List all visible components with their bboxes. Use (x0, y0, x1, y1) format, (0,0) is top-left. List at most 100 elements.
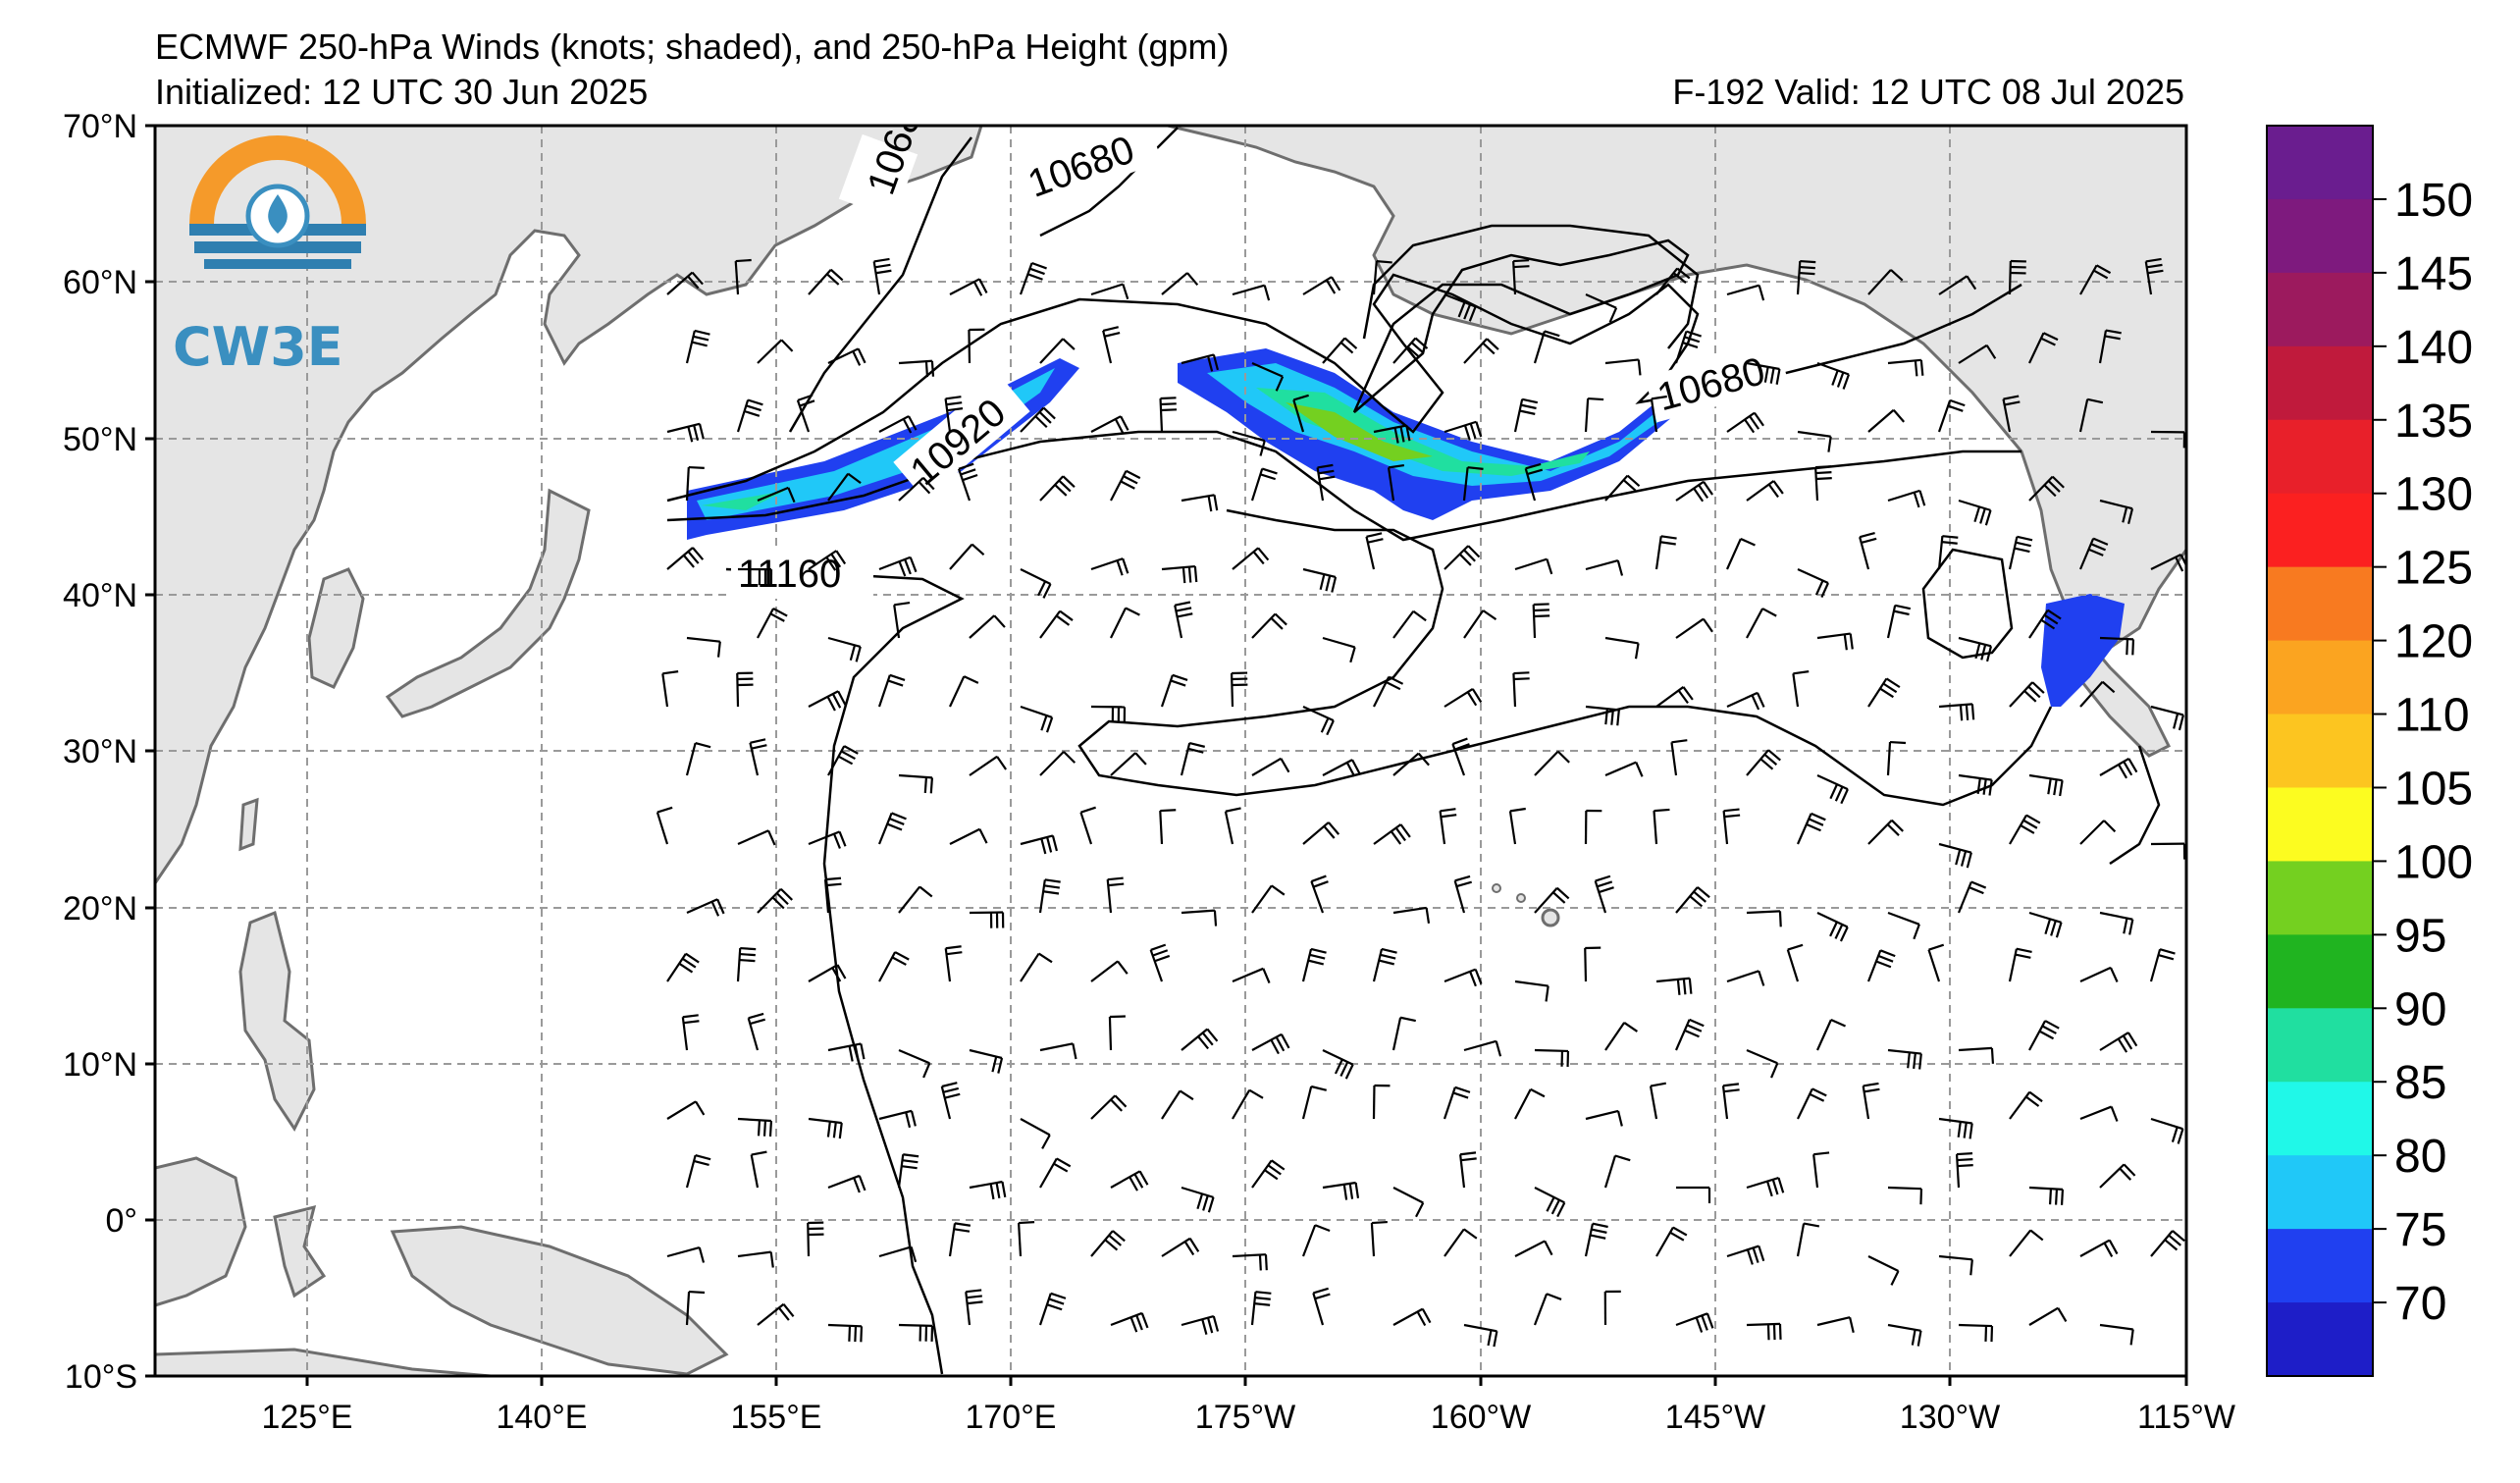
lat-label: 20°N (63, 890, 137, 927)
lat-label: 40°N (63, 577, 137, 614)
wind-barb (2078, 537, 2109, 570)
wind-barb (1322, 636, 1356, 663)
wind-barb (685, 1290, 706, 1326)
colorbar-label: 120 (2394, 616, 2473, 668)
wind-barb (965, 1289, 983, 1326)
wind-barb (737, 829, 776, 846)
wind-barb (1316, 463, 1336, 502)
wind-barb (757, 608, 788, 639)
wind-barb (1746, 608, 1777, 639)
wind-barb (2028, 609, 2062, 639)
wind-barb (1958, 1323, 1994, 1343)
wind-barb (1650, 395, 1667, 433)
wind-barb (757, 486, 796, 503)
wind-barb (2028, 911, 2063, 938)
wind-barb (1387, 463, 1405, 502)
wind-barb (1746, 1322, 1782, 1341)
wind-barb (1812, 1151, 1830, 1189)
wind-barb (957, 462, 978, 502)
wind-barb (944, 945, 963, 982)
wind-barb (2008, 535, 2033, 570)
wind-barb (1674, 1018, 1705, 1051)
wind-barb (1232, 284, 1271, 301)
wind-barb (1675, 1186, 1711, 1204)
wind-barb (827, 636, 862, 662)
wind-barb (685, 329, 710, 364)
korea-land (307, 567, 365, 689)
colorbar: 150 145 140 135 130 125 120 110 105 100 95 90 85 80 75… (2266, 125, 2473, 1377)
wind-barb (1039, 338, 1076, 364)
wind-barb (1585, 705, 1620, 726)
wind-barb (1887, 489, 1926, 508)
wind-barb (1796, 259, 1816, 295)
wind-barb (1392, 906, 1431, 924)
wind-barb (1937, 535, 1959, 570)
colorbar-label: 80 (2394, 1131, 2446, 1183)
wind-barb (1797, 1087, 1827, 1120)
wind-barb (2079, 264, 2112, 295)
wind-barb (1110, 1311, 1149, 1333)
colorbar-label: 110 (2394, 690, 2470, 742)
wind-barb (1816, 773, 1849, 805)
wind-barb (944, 396, 964, 433)
colorbar-label: 130 (2394, 469, 2473, 521)
wind-barb (1301, 1224, 1331, 1257)
wind-barb (1584, 809, 1602, 845)
contour-coast (1921, 548, 2014, 660)
wind-barb (827, 1323, 864, 1343)
wind-barb (1867, 269, 1904, 295)
wind-barb (1106, 876, 1125, 914)
wind-barb (1322, 1049, 1354, 1080)
wind-barb (666, 547, 705, 570)
wind-barb (1181, 1315, 1220, 1335)
wind-barb (1302, 821, 1340, 845)
new-guinea-land (390, 1225, 729, 1376)
wind-barb (1585, 1109, 1623, 1127)
colorbar-label: 135 (2394, 396, 2473, 448)
wind-barb (666, 271, 704, 295)
wind-barb (1514, 1087, 1546, 1120)
wind-barb (968, 328, 985, 364)
wind-barb (1391, 1016, 1416, 1051)
wind-barb (949, 827, 988, 845)
wind-barb (1251, 884, 1286, 914)
wind-barb (1514, 557, 1553, 575)
wind-barb (2028, 1306, 2068, 1326)
colorbar-swatch (2267, 198, 2373, 274)
wind-barb (1292, 394, 1309, 433)
wind-barb (1797, 567, 1829, 599)
wind-barb (1584, 1222, 1608, 1257)
wind-barb (1887, 1048, 1922, 1070)
wind-barb (1459, 1151, 1477, 1189)
wind-barb (1039, 1157, 1072, 1189)
wind-barb (1251, 1159, 1286, 1189)
wind-barb (737, 1117, 773, 1138)
wind-barb (2079, 1105, 2119, 1122)
wind-barb (1392, 752, 1430, 776)
wind-barb (1927, 943, 1945, 982)
wind-barb (1090, 1094, 1128, 1120)
wind-barb (1020, 568, 1052, 599)
contour-11160-loop (1077, 508, 2053, 807)
wind-barb (1670, 739, 1688, 776)
jet-coast-blue (2041, 594, 2125, 707)
wind-barb (1392, 1307, 1432, 1327)
wind-barb (872, 257, 892, 295)
wind-barb (948, 1222, 971, 1257)
contour-10680-west (788, 136, 972, 433)
wind-barb (1108, 1015, 1126, 1051)
wind-barb (1392, 609, 1427, 639)
wind-barb (1232, 547, 1270, 570)
wind-barb (2098, 329, 2122, 364)
wind-barb (1230, 671, 1248, 708)
philippines-land (238, 910, 316, 1132)
wind-barb (827, 347, 866, 366)
wind-barb (1746, 1048, 1779, 1079)
wind-barb (757, 339, 794, 364)
wind-barb (808, 690, 847, 712)
wind-barb (808, 1117, 843, 1139)
hawaii-island (1516, 893, 1526, 903)
wind-barb (1372, 1084, 1391, 1120)
colorbar-swatch (2267, 1229, 2373, 1303)
colorbar-swatch (2267, 934, 2373, 1009)
